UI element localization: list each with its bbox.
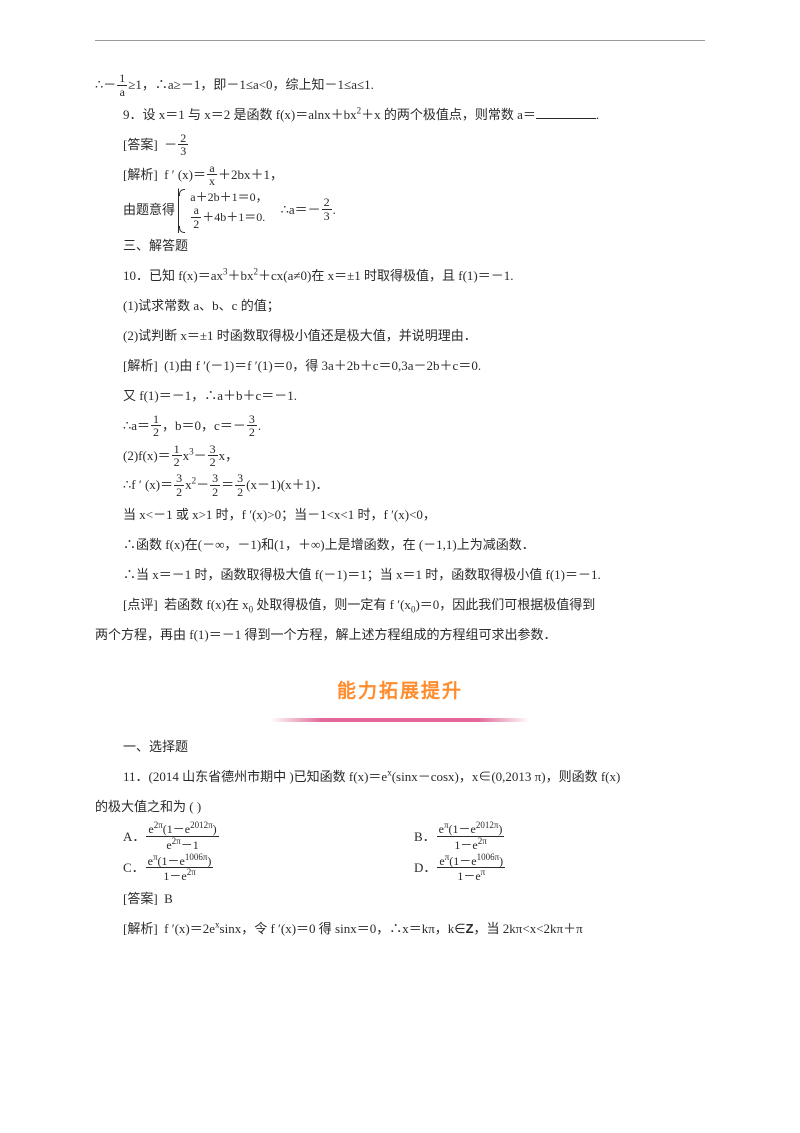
choices-row1: A． e2π(1－e2012π) e2π－1 B． eπ(1－e2012π) 1… (95, 822, 705, 853)
section-1: 一、选择题 (95, 732, 705, 762)
solution-10-2a: (2)f(x)＝12x3－32x， (95, 441, 705, 471)
banner-text: 能力拓展提升 (329, 668, 471, 716)
question-10-2: (2)试判断 x＝±1 时函数取得极小值还是极大值，并说明理由． (95, 321, 705, 351)
solution-10-2d: ∴函数 f(x)在(－∞，－1)和(1，＋∞)上是增函数，在 (－1,1)上为减… (95, 530, 705, 560)
solution-10-1c: ∴a＝12，b＝0，c＝－32. (95, 411, 705, 441)
solution-10-2e: ∴当 x＝－1 时，函数取得极大值 f(－1)＝1；当 x＝1 时，函数取得极小… (95, 560, 705, 590)
solution-9-system: 由题意得 a＋2b＋1＝0， a2＋4b＋1＝0. ∴a＝－23. (95, 190, 705, 232)
option-c: C． eπ(1－e1006π) 1－e2π (123, 853, 414, 884)
question-11: 11．(2014 山东省德州市期中 )已知函数 f(x)＝ex(sinx－cos… (95, 762, 705, 792)
option-d: D． eπ(1－e1006π) 1－eπ (414, 853, 705, 884)
solution-11: [解析] f ′(x)＝2exsinx，令 f ′(x)＝0 得 sinx＝0，… (95, 914, 705, 944)
question-10-1: (1)试求常数 a、b、c 的值； (95, 291, 705, 321)
option-b: B． eπ(1－e2012π) 1－e2π (414, 822, 705, 853)
review-line1: [点评] 若函数 f(x)在 x0 处取得极值，则一定有 f ′(x0)＝0，因… (95, 590, 705, 620)
banner-underline (270, 718, 530, 722)
question-9: 9．设 x＝1 与 x＝2 是函数 f(x)＝alnx＋bx2＋x 的两个极值点… (95, 100, 705, 130)
top-rule (95, 40, 705, 41)
review-line2: 两个方程，再由 f(1)＝－1 得到一个方程，解上述方程组成的方程组可求出参数． (95, 620, 705, 650)
choices-row2: C． eπ(1－e1006π) 1－e2π D． eπ(1－e1006π) 1－… (95, 853, 705, 884)
solution-10-2b: ∴f ′ (x)＝32x2－32＝32(x－1)(x＋1)． (95, 470, 705, 500)
answer-11: [答案] B (95, 884, 705, 914)
section-banner: 能力拓展提升 (95, 668, 705, 722)
question-10: 10．已知 f(x)＝ax3＋bx2＋cx(a≠0)在 x＝±1 时取得极值，且… (95, 261, 705, 291)
solution-10-1b: 又 f(1)＝－1，∴a＋b＋c＝－1. (95, 381, 705, 411)
solution-9-line1: [解析] f ′ (x)＝ax＋2bx＋1， (95, 160, 705, 190)
solution-10-2c: 当 x<－1 或 x>1 时，f ′(x)>0；当－1<x<1 时，f ′(x)… (95, 500, 705, 530)
solution-10-1a: [解析] (1)由 f ′(－1)＝f ′(1)＝0，得 3a＋2b＋c＝0,3… (95, 351, 705, 381)
question-11-b: 的极大值之和为 ( ) (95, 792, 705, 822)
page: ∴－1a≥1，∴a≥－1，即－1≤a<0，综上知－1≤a≤1. 9．设 x＝1 … (0, 0, 800, 1133)
line-cont-prev: ∴－1a≥1，∴a≥－1，即－1≤a<0，综上知－1≤a≤1. (95, 70, 705, 100)
integer-set-icon: Z (466, 921, 474, 936)
answer-9: [答案] －23 (95, 130, 705, 160)
option-a: A． e2π(1－e2012π) e2π－1 (123, 822, 414, 853)
equation-system: a＋2b＋1＝0， a2＋4b＋1＝0. (178, 190, 267, 232)
blank-fill (536, 108, 596, 119)
section-3: 三、解答题 (95, 231, 705, 261)
